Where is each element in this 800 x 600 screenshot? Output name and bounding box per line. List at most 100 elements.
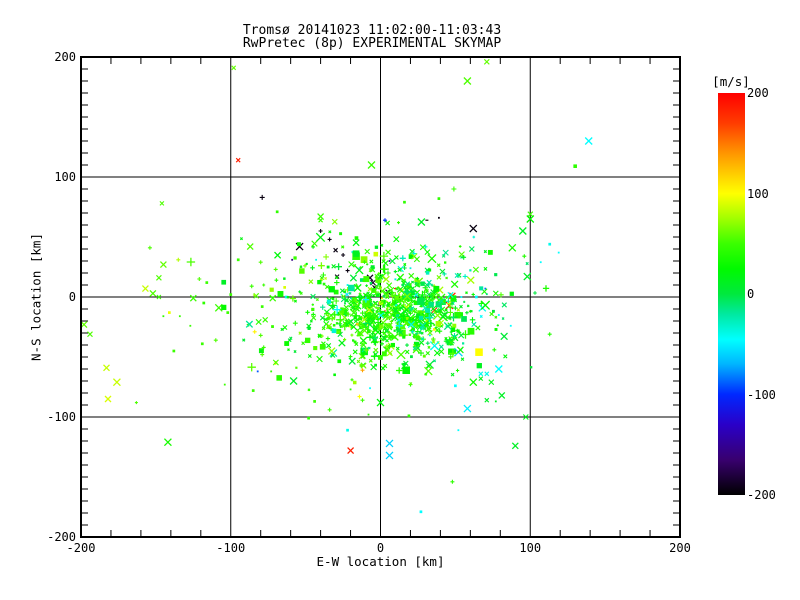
x-tick-label: 100 — [519, 541, 541, 555]
data-point — [149, 289, 157, 297]
data-point — [463, 300, 466, 303]
data-point — [415, 345, 421, 351]
data-point — [369, 387, 371, 390]
data-point — [327, 237, 332, 242]
data-point — [353, 319, 358, 324]
data-point — [484, 287, 487, 290]
data-point — [366, 323, 368, 326]
data-point — [479, 314, 483, 318]
data-point — [326, 343, 332, 349]
data-point — [345, 322, 350, 327]
data-point — [304, 337, 311, 344]
data-point — [379, 286, 382, 290]
data-point — [283, 277, 286, 280]
data-point — [393, 269, 397, 274]
data-point — [409, 287, 412, 291]
data-point — [402, 366, 410, 374]
data-point — [327, 407, 332, 412]
data-point — [347, 447, 355, 455]
data-point — [498, 292, 504, 298]
data-point — [452, 316, 455, 319]
data-point — [417, 297, 425, 305]
data-point — [305, 262, 308, 265]
data-point — [350, 297, 353, 300]
data-point — [408, 272, 415, 279]
data-point — [539, 261, 542, 264]
data-point — [372, 334, 379, 341]
data-point — [367, 329, 371, 334]
data-point — [443, 322, 452, 331]
data-point — [413, 317, 420, 324]
colorbar-gradient — [718, 93, 745, 495]
data-point — [448, 339, 454, 346]
data-point — [419, 315, 424, 321]
data-point — [178, 315, 181, 318]
data-point — [359, 266, 362, 269]
data-point — [435, 321, 442, 327]
data-point — [494, 328, 498, 331]
data-point — [397, 277, 401, 281]
data-point — [315, 232, 326, 243]
data-point — [523, 272, 532, 281]
data-point — [348, 261, 355, 268]
data-point — [320, 304, 326, 310]
data-point — [483, 266, 488, 271]
data-point — [414, 332, 418, 336]
colorbar-tick-label: 200 — [747, 86, 769, 100]
data-point — [393, 236, 400, 243]
data-point — [311, 312, 316, 317]
data-point — [465, 291, 468, 295]
data-point — [344, 302, 346, 305]
data-point — [226, 311, 230, 314]
data-point — [221, 304, 227, 311]
data-point — [366, 294, 373, 301]
data-point — [452, 323, 457, 328]
x-tick-label: -200 — [67, 541, 96, 555]
data-point — [529, 366, 533, 369]
data-point — [396, 328, 401, 333]
data-point — [503, 354, 508, 359]
data-point — [395, 346, 400, 351]
data-point — [358, 316, 363, 321]
data-point — [450, 327, 456, 332]
data-point — [438, 297, 445, 305]
data-point — [371, 288, 376, 293]
data-point — [442, 271, 447, 277]
data-point — [410, 355, 413, 359]
data-point — [361, 316, 368, 323]
data-point — [438, 344, 444, 350]
data-point — [375, 320, 381, 325]
data-point — [299, 268, 305, 274]
data-point — [508, 243, 517, 252]
data-point — [401, 283, 405, 287]
data-point — [293, 299, 297, 303]
data-point — [395, 295, 399, 300]
data-point — [262, 316, 269, 323]
data-point — [297, 242, 301, 247]
data-point — [213, 338, 218, 343]
data-point — [403, 200, 406, 204]
data-point — [397, 267, 402, 272]
data-point — [326, 314, 330, 317]
data-point — [381, 297, 383, 300]
data-point — [360, 326, 369, 335]
data-point — [379, 299, 385, 304]
data-point — [320, 334, 324, 338]
data-point — [163, 438, 172, 447]
data-point — [350, 378, 354, 382]
data-point — [390, 302, 394, 307]
data-point — [286, 295, 290, 299]
data-point — [271, 325, 274, 328]
data-point — [332, 304, 336, 309]
data-point — [369, 302, 374, 307]
data-point — [377, 273, 384, 280]
data-point — [420, 337, 425, 341]
data-point — [356, 298, 362, 303]
data-point — [235, 157, 241, 163]
data-point — [310, 265, 315, 271]
data-point — [339, 309, 345, 315]
data-point — [348, 354, 353, 359]
data-point — [484, 397, 490, 403]
data-point — [363, 347, 369, 353]
data-point — [323, 321, 330, 328]
